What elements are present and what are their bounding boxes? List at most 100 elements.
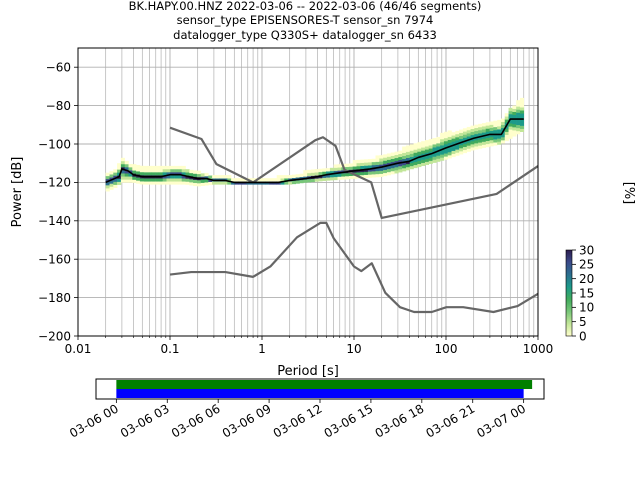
heatmap-cell [120,170,125,174]
heatmap-cell [440,151,445,155]
heatmap-cell [177,175,183,179]
heatmap-cell [424,146,430,150]
heatmap-cell [367,159,373,163]
heatmap-cell [109,177,114,181]
heatmap-cell [405,157,411,162]
heatmap-cell [413,155,418,159]
heatmap-cell [196,183,202,187]
heatmap-cell [516,124,521,129]
x-tick-label: 100 [435,342,458,356]
heatmap-cell [413,149,418,153]
heatmap-cell [512,114,517,119]
heatmap-cell [314,169,319,173]
heatmap-cell [447,133,452,137]
heatmap-cell [322,177,327,181]
heatmap-cell [424,140,430,144]
heatmap-cell [155,172,160,176]
heatmap-cell [462,146,468,151]
heatmap-cell [124,167,129,171]
heatmap-cell [443,150,449,154]
heatmap-cell [447,130,452,134]
heatmap-cell [181,172,186,176]
timeline-tick-label: 03-06 18 [373,401,427,440]
heatmap-cell [193,179,198,184]
heatmap-cell [204,182,209,186]
heatmap-cell [443,156,449,160]
heatmap-cell [417,151,422,155]
heatmap-cell [162,172,167,176]
heatmap-cell [109,183,114,187]
heatmap-cell [481,123,487,127]
heatmap-cell [504,125,509,129]
heatmap-cell [174,175,179,179]
heatmap-cell [489,142,494,147]
heatmap-cell [519,97,525,102]
heatmap-cell [500,127,506,132]
heatmap-cell [375,173,380,178]
heatmap-cell [447,139,452,144]
heatmap-cell [280,178,285,182]
heatmap-cell [174,181,179,185]
heatmap-cell [459,135,464,140]
heatmap-cell [398,159,403,164]
heatmap-cell [436,146,441,150]
heatmap-cell [174,172,179,176]
heatmap-cell [132,170,137,174]
heatmap-cell [398,150,403,155]
heatmap-cell [185,172,190,176]
heatmap-cell [375,158,380,162]
heatmap-cell [124,179,129,183]
heatmap-cell [402,167,407,172]
heatmap-cell [227,175,232,179]
y-axis-ticks: −200 −180 −160 −140 −120 −100 −80 −60 [38,61,78,343]
heatmap-cell [120,163,125,168]
heatmap-cell [447,142,452,147]
heatmap-cell [512,105,517,109]
heatmap-cell [151,165,156,170]
heatmap-cell [394,170,399,174]
nhnm-curve [169,126,539,220]
heatmap-cell [481,141,487,145]
heatmap-cell [120,157,125,162]
heatmap-cell [497,129,502,133]
heatmap-cell [132,164,137,168]
heatmap-cell [345,172,350,177]
heatmap-cell [158,172,164,176]
heatmap-cell [432,159,437,163]
heatmap-cell [155,178,160,182]
heatmap-cell [360,162,365,167]
heatmap-cell [291,174,297,178]
heatmap-cell [519,113,525,117]
heatmap-cell [318,171,323,176]
heatmap-cell [326,177,331,181]
heatmap-cell [174,168,179,173]
heatmap-cell [478,126,483,131]
heatmap-cell [386,153,392,157]
heatmap-cell [307,179,312,183]
heatmap-cell [481,138,487,142]
heatmap-cell [383,169,388,174]
heatmap-cell [348,175,354,180]
timeline-tick-label: 03-06 12 [271,401,325,440]
heatmap-cell [428,154,433,158]
heatmap-cell [470,134,475,139]
heatmap-cell [512,127,517,131]
heatmap-cell [405,145,411,149]
heatmap-cell [326,171,331,175]
heatmap-cell [474,136,479,141]
heatmap-cell [421,162,426,167]
heatmap-cell [371,158,376,163]
heatmap-cell [516,109,521,113]
colorbar-gradient [565,249,573,337]
heatmap-cell [314,172,319,176]
heatmap-cell [474,130,479,135]
heatmap-cell [413,161,418,166]
heatmap-cell [424,161,430,165]
heatmap-cell [170,178,175,182]
heatmap-cell [398,169,403,173]
heatmap-cell [405,163,411,168]
heatmap-cell [508,132,513,136]
nlnm-curve [169,221,539,314]
